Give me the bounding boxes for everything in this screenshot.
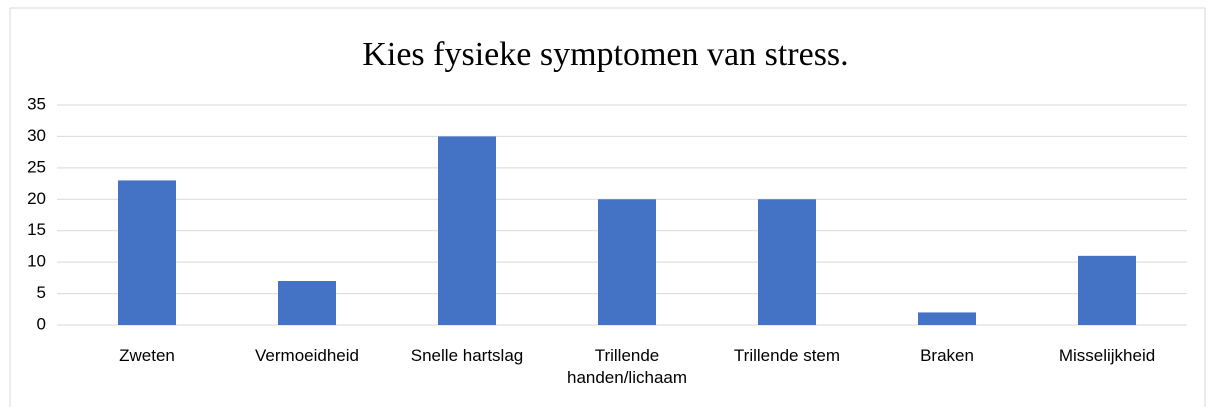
x-tick-label: Zweten [119, 346, 175, 365]
y-tick-label: 5 [37, 283, 46, 302]
x-tick-label: Snelle hartslag [410, 346, 524, 365]
bar [918, 312, 976, 325]
chart-title: Kies fysieke symptomen van stress. [362, 36, 849, 73]
x-tick-label: Trillende stem [733, 346, 841, 365]
y-tick-label: 25 [27, 157, 46, 176]
x-tick-label: Trillende handen/lichaam [566, 346, 688, 387]
y-tick-label: 10 [27, 252, 46, 271]
bar [438, 136, 496, 325]
bar [598, 199, 656, 325]
bar [758, 199, 816, 325]
bar [278, 281, 336, 325]
y-tick-label: 30 [27, 126, 46, 145]
x-tick-label: Vermoeidheid [255, 346, 359, 365]
x-tick-label: Misselijkheid [1058, 346, 1156, 365]
y-tick-label: 35 [27, 94, 46, 113]
y-tick-label: 0 [37, 314, 46, 333]
x-tick-label: Braken [920, 346, 974, 365]
y-tick-label: 20 [27, 189, 46, 208]
y-tick-label: 15 [27, 220, 46, 239]
bar [118, 180, 176, 325]
bar [1078, 255, 1136, 325]
